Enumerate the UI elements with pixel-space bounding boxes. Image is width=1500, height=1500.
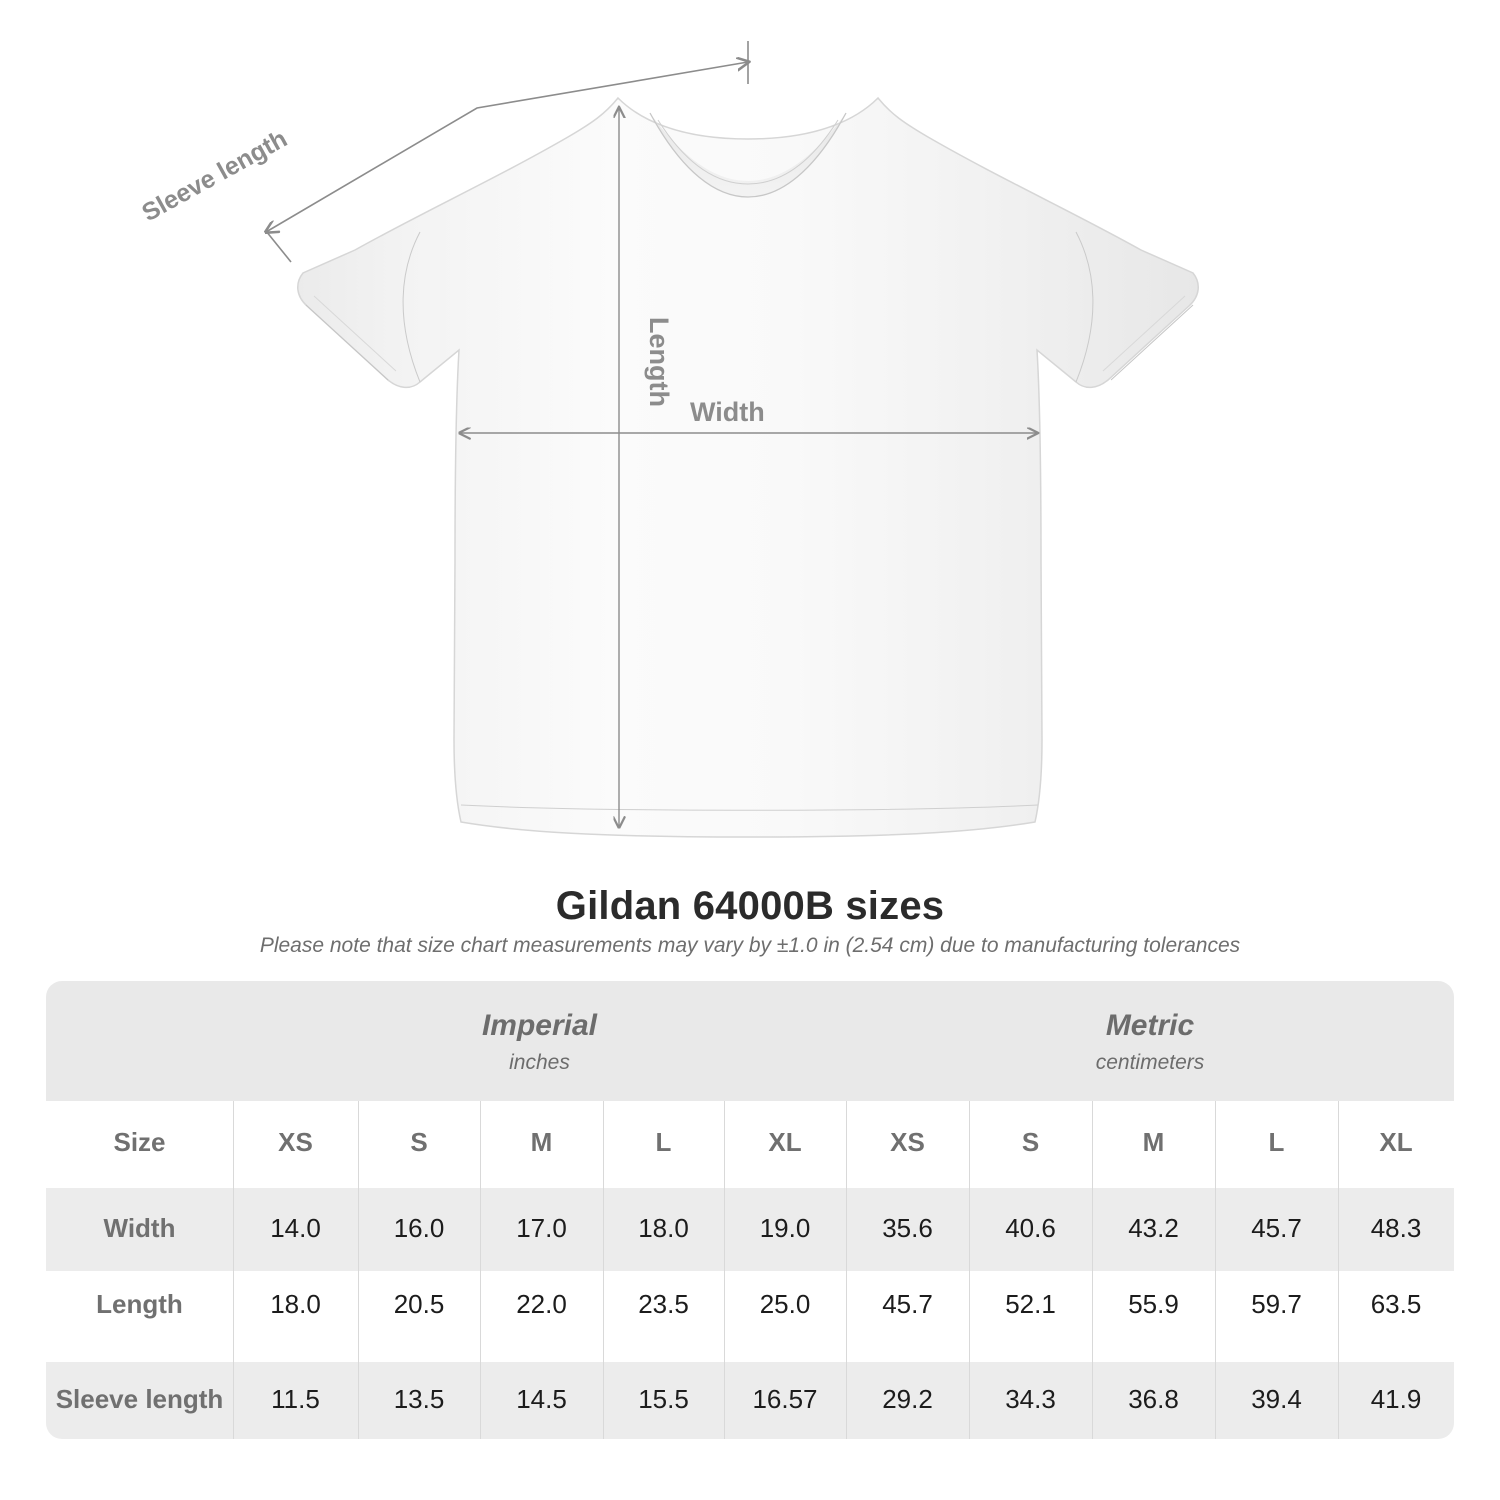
- svg-text:Sleeve length: Sleeve length: [137, 125, 292, 228]
- svg-text:Width: Width: [690, 397, 765, 427]
- svg-text:Length: Length: [644, 317, 674, 407]
